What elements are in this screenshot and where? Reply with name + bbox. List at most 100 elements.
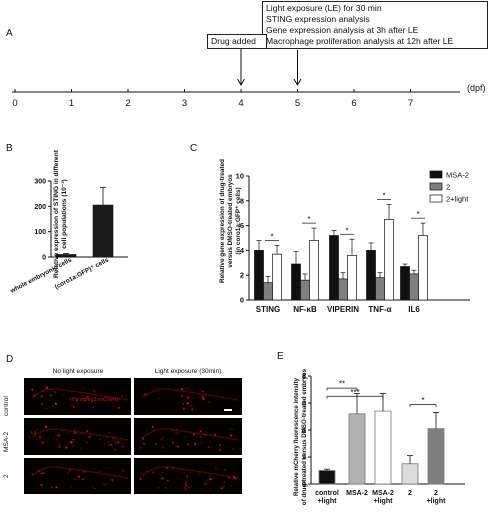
mcherry-dot bbox=[188, 486, 191, 489]
mcherry-dot bbox=[80, 447, 82, 449]
mcherry-dot bbox=[199, 435, 202, 438]
info-line-1: Light exposure (LE) for 30 min bbox=[266, 3, 382, 13]
e-sig-star: ** bbox=[339, 380, 345, 389]
mcherry-dot bbox=[223, 486, 225, 488]
c-y-tick-label: 6 bbox=[240, 221, 244, 230]
mcherry-dot bbox=[67, 433, 69, 434]
mcherry-dot bbox=[112, 437, 115, 439]
mcherry-dot bbox=[76, 399, 78, 401]
timeline: 0 1 2 3 4 5 6 7 bbox=[12, 48, 460, 109]
mcherry-dot bbox=[229, 434, 233, 437]
mcherry-dot bbox=[40, 402, 44, 406]
mcherry-dot bbox=[38, 435, 41, 438]
mcherry-dot bbox=[86, 429, 89, 433]
mcherry-dot bbox=[82, 439, 84, 441]
mcherry-dot bbox=[171, 437, 172, 439]
mcherry-dot bbox=[34, 433, 36, 435]
timeline-tick-label: 0 bbox=[12, 98, 17, 109]
mcherry-dot bbox=[209, 488, 211, 490]
mcherry-dot bbox=[202, 427, 204, 429]
mcherry-dot bbox=[155, 443, 158, 446]
mcherry-dot bbox=[157, 392, 159, 394]
mcherry-dot bbox=[146, 405, 148, 407]
mcherry-dot bbox=[42, 472, 45, 475]
mcherry-dot bbox=[207, 479, 209, 481]
mcherry-dot bbox=[110, 444, 113, 447]
mcherry-dot bbox=[41, 441, 44, 444]
mcherry-dot bbox=[163, 436, 165, 438]
mcherry-dot bbox=[55, 486, 58, 489]
mcherry-dot bbox=[45, 386, 49, 390]
mcherry-dot bbox=[70, 440, 73, 444]
mcherry-dot bbox=[93, 467, 95, 469]
mcherry-dot bbox=[69, 398, 72, 401]
info-line-4: Macrophage proliferation analysis at 12h… bbox=[266, 36, 454, 46]
mcherry-dot bbox=[232, 447, 234, 450]
mcherry-dot bbox=[191, 408, 194, 411]
mcherry-dot bbox=[55, 407, 57, 409]
c-legend-label: MSA-2 bbox=[446, 171, 469, 180]
info-line-3: Gene expression analysis at 3h after LE bbox=[266, 25, 419, 35]
e-bar bbox=[348, 413, 366, 485]
e-sig-star: *** bbox=[350, 388, 359, 397]
mcherry-dot bbox=[121, 441, 124, 444]
e-y-tick-label: 0 bbox=[302, 480, 306, 489]
mcherry-dot bbox=[181, 387, 184, 391]
mcherry-dot bbox=[31, 472, 34, 475]
timeline-tick-label: 6 bbox=[351, 98, 356, 109]
mcherry-dot bbox=[214, 433, 217, 436]
mcherry-dot bbox=[172, 466, 175, 469]
mcherry-dot bbox=[219, 448, 222, 451]
mcherry-dot bbox=[121, 445, 124, 448]
mcherry-dot bbox=[140, 472, 143, 475]
mcherry-dot bbox=[166, 479, 169, 482]
mcherry-dot bbox=[231, 399, 233, 401]
c-legend-swatch bbox=[429, 194, 443, 203]
e-y-tick-label: 2 bbox=[302, 453, 306, 462]
panel-b-letter: B bbox=[6, 143, 13, 154]
mcherry-dot bbox=[106, 437, 108, 439]
mcherry-dot bbox=[144, 393, 146, 396]
mcherry-dot bbox=[40, 483, 43, 487]
e-sig-star: * bbox=[421, 396, 424, 405]
mcherry-dot bbox=[173, 432, 176, 434]
mcherry-dot bbox=[86, 395, 89, 398]
mcherry-dot bbox=[75, 432, 78, 434]
mcherry-dot bbox=[93, 390, 96, 393]
mcherry-dot bbox=[182, 403, 184, 405]
mcherry-dot bbox=[186, 475, 188, 478]
c-legend-swatch bbox=[429, 170, 443, 179]
c-legend-label: 2 bbox=[446, 183, 450, 192]
e-y-tick-label: 6 bbox=[302, 399, 306, 408]
c-sig-star: * bbox=[307, 215, 310, 224]
mcherry-dot bbox=[145, 393, 147, 395]
drug-added-box: Drug added bbox=[207, 34, 267, 49]
mcherry-dot bbox=[111, 478, 114, 481]
mcherry-dot bbox=[233, 472, 235, 474]
mcherry-dot bbox=[85, 441, 88, 444]
mcherry-dot bbox=[177, 445, 180, 448]
mcherry-dot bbox=[224, 481, 226, 483]
mcherry-dot bbox=[55, 439, 58, 441]
mcherry-dot bbox=[120, 395, 123, 397]
mcherry-dot bbox=[72, 438, 76, 441]
mcherry-dot bbox=[199, 470, 200, 472]
chart-c: 0 2 4 6 8 10 STING * NF-κB * VIPERIN * TNF-α * IL6 * MSA… bbox=[236, 170, 470, 314]
mcherry-dot bbox=[71, 405, 73, 407]
mcherry-dot bbox=[92, 388, 94, 391]
mcherry-dot bbox=[175, 428, 178, 431]
mcherry-dot bbox=[184, 484, 187, 487]
mcherry-dot bbox=[114, 448, 116, 451]
mcherry-dot bbox=[89, 429, 90, 431]
mcherry-dot bbox=[185, 482, 187, 485]
mcherry-dot bbox=[70, 487, 72, 489]
e-bar bbox=[318, 470, 336, 485]
mcherry-dot bbox=[67, 472, 70, 475]
mcherry-dot bbox=[230, 485, 232, 487]
mcherry-dot bbox=[160, 473, 162, 476]
b-y-tick-label: 100 bbox=[34, 229, 46, 236]
mcherry-dot bbox=[190, 404, 193, 408]
mcherry-dot bbox=[51, 486, 53, 489]
